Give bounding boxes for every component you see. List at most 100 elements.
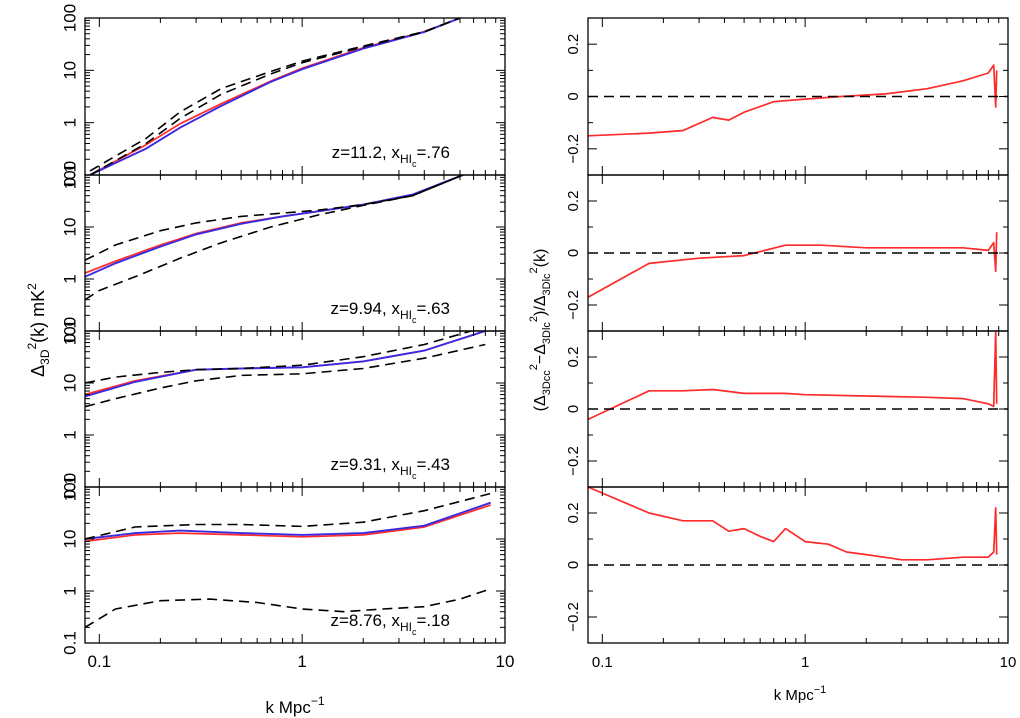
panel-annotation: z=9.31, xHIc=.43 (330, 455, 450, 481)
right-xlabel-exp: −1 (814, 684, 827, 696)
series-line-red (85, 504, 491, 543)
annotation-sub: HI (400, 620, 412, 634)
y-tick-label: −0.2 (565, 602, 582, 632)
series-line-red (588, 331, 998, 421)
y-tick-label: 10 (60, 61, 79, 80)
series-group (89, 18, 461, 175)
y-tick-label: 10 (60, 374, 79, 393)
series-group (85, 175, 464, 301)
left-ylabel-sup: 2 (25, 343, 39, 350)
right-xlabel: k Mpc−1 (774, 684, 827, 704)
y-tick-label: 0.1 (60, 319, 79, 343)
annotation-sub: HI (400, 464, 412, 478)
y-tick-label: 0.2 (565, 503, 582, 524)
x-tick-label: 1 (297, 652, 306, 671)
panel-right-2: −0.2 0 0.2 (565, 174, 1009, 332)
annotation-z: z=8.76, x (330, 611, 400, 630)
left-ylabel-delta: Δ (28, 365, 48, 377)
panel-right-3: −0.2 0 0.2 (565, 330, 1009, 488)
series-group (85, 331, 486, 408)
left-xlabel-exp: −1 (311, 694, 325, 708)
y-tick-label: 100 (60, 161, 79, 189)
series-line-dashed-lower (85, 175, 464, 301)
panel-left-1: 0.1 1 10 100 z=11.2, xHIc=.76 (60, 4, 506, 187)
series-line-dashed-upper (85, 331, 474, 384)
left-xlabel: k Mpc−1 (265, 694, 324, 717)
annotation-z: z=9.94, x (330, 299, 400, 318)
y-tick-label: 0.2 (565, 34, 582, 55)
series-line-red (85, 175, 464, 274)
right-ylabel-e2: 2 (528, 316, 540, 322)
right-ylabel-s1: 3Dcc (541, 370, 553, 396)
y-tick-label: 0.1 (60, 475, 79, 499)
left-xlabel-text: k Mpc (265, 698, 311, 717)
y-tick-label: 0.2 (565, 191, 582, 212)
series-line-red (588, 64, 998, 137)
left-ylabel: Δ3D2(k) mK2 (25, 283, 52, 377)
y-tick-label: 0.1 (60, 631, 79, 655)
series-group (588, 331, 1008, 421)
y-tick-label: 0 (565, 405, 582, 413)
series-line-dashed-lower (85, 343, 486, 408)
right-ylabel-e3: 2 (528, 267, 540, 273)
series-line-dashed-upper (89, 18, 461, 172)
panel-left-3: 0.1 1 10 100 z=9.31, xHIc=.43 (60, 317, 506, 499)
right-ylabel-s2: 3Dlc (541, 322, 553, 345)
left-ylabel-main: (k) mK (28, 290, 48, 343)
series-group (588, 64, 1008, 137)
y-tick-label: 0 (565, 92, 582, 100)
x-tick-label: 1 (801, 654, 809, 671)
right-ylabel: (Δ3Dcc2−Δ3Dlc2)/Δ3Dlc2(k) (528, 249, 553, 412)
y-tick-label: 100 (60, 4, 79, 32)
series-line-blue (85, 175, 464, 278)
right-xlabel-text: k Mpc (774, 687, 815, 704)
y-tick-label: 100 (60, 473, 79, 501)
right-ylabel-s3: 3Dlc (541, 273, 553, 296)
x-tick-label: 10 (1000, 654, 1017, 671)
right-ylabel-p3: )/Δ (532, 295, 549, 316)
y-tick-label: 0 (565, 249, 582, 257)
annotation-subsub: c (412, 627, 417, 637)
y-tick-label: 1 (60, 430, 79, 439)
y-tick-label: −0.2 (565, 290, 582, 320)
y-tick-label: 1 (60, 274, 79, 283)
y-tick-label: 100 (60, 317, 79, 345)
annotation-z: z=11.2, x (332, 143, 401, 162)
y-tick-label: 1 (60, 118, 79, 127)
right-ylabel-p2: −Δ (532, 344, 549, 364)
annotation-value: =.76 (416, 143, 450, 162)
right-ylabel-p4: (k) (532, 249, 549, 268)
series-group (588, 232, 1008, 298)
panel-annotation: z=11.2, xHIc=.76 (332, 143, 450, 169)
right-ylabel-p1: (Δ (532, 395, 549, 411)
series-line-blue (85, 501, 492, 540)
panel-left-4: 0.1 1 10 0.1 1 10 100 z=8.76, xHIc=.18 (60, 473, 514, 671)
panel-annotation: z=8.76, xHIc=.18 (330, 611, 450, 637)
y-tick-label: 10 (60, 530, 79, 549)
series-group (588, 487, 1008, 566)
panel-frame (84, 486, 506, 644)
left-ylabel-sub: 3D (38, 349, 52, 365)
annotation-z: z=9.31, x (330, 455, 400, 474)
y-tick-label: 1 (60, 586, 79, 595)
annotation-sub: HI (400, 308, 412, 322)
panel-right-1: −0.2 0 0.2 (565, 17, 1009, 176)
right-ylabel-e1: 2 (528, 364, 540, 370)
annotation-subsub: c (412, 471, 417, 481)
series-group (85, 492, 492, 628)
annotation-value: =.43 (416, 455, 450, 474)
x-tick-label: 0.1 (87, 652, 111, 671)
annotation-value: =.63 (416, 299, 450, 318)
x-tick-label: 10 (496, 652, 515, 671)
y-tick-label: −0.2 (565, 134, 582, 164)
series-line-red (85, 331, 486, 396)
x-tick-label: 0.1 (592, 654, 613, 671)
series-line-dashed-lower (85, 588, 491, 628)
y-tick-label: 0.1 (60, 163, 79, 187)
panel-annotation: z=9.94, xHIc=.63 (330, 299, 450, 325)
annotation-subsub: c (412, 159, 417, 169)
y-tick-label: 0.2 (565, 347, 582, 368)
